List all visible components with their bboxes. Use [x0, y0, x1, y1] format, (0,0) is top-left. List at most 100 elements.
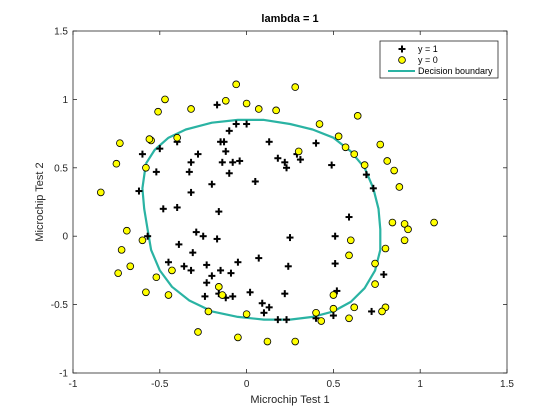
point-y0-39 — [329, 304, 338, 313]
point-y1-71 — [144, 232, 152, 240]
point-y0-56 — [126, 262, 135, 271]
point-y0-22 — [376, 140, 385, 149]
point-y0-16 — [315, 120, 324, 128]
point-y1-3 — [243, 120, 251, 128]
point-y0-40 — [329, 291, 338, 299]
point-y1-12 — [159, 205, 167, 213]
point-y1-35 — [328, 161, 336, 169]
axes-box — [72, 30, 508, 374]
point-y1-66 — [203, 261, 211, 269]
x-tick-label: 0 — [244, 379, 250, 390]
point-y1-62 — [180, 262, 188, 270]
decision-boundary-curve — [141, 118, 382, 321]
point-y1-10 — [194, 150, 202, 158]
point-y1-63 — [164, 258, 172, 266]
y-tick-label: 0.5 — [54, 163, 68, 174]
point-y1-61 — [187, 266, 195, 274]
point-y0-52 — [152, 273, 161, 282]
x-tick-label: 1.5 — [500, 379, 514, 390]
point-y0-17 — [334, 132, 343, 141]
point-y0-47 — [218, 291, 227, 299]
point-y1-0 — [213, 101, 221, 109]
point-y1-30 — [281, 158, 289, 166]
point-y1-54 — [333, 287, 341, 295]
point-y0-27 — [404, 225, 412, 234]
point-y0-4 — [142, 164, 150, 172]
point-y1-43 — [329, 312, 337, 320]
point-y0-11 — [242, 99, 251, 108]
point-y0-14 — [291, 83, 300, 91]
point-y0-7 — [173, 133, 181, 142]
y-axis-label: Microchip Test 2 — [34, 162, 46, 241]
point-y1-14 — [187, 188, 195, 196]
y-tick-label: -1 — [59, 369, 68, 380]
point-y0-45 — [234, 333, 242, 342]
legend-circle — [398, 56, 406, 64]
point-y1-64 — [175, 240, 183, 248]
point-y1-29 — [274, 154, 282, 162]
point-y1-8 — [187, 158, 195, 166]
decision-boundary-layer — [141, 118, 382, 321]
point-y1-59 — [208, 272, 216, 280]
point-y1-49 — [260, 309, 268, 317]
point-y1-53 — [284, 262, 292, 270]
point-y0-46 — [242, 310, 251, 318]
point-y1-34 — [312, 139, 320, 147]
point-y0-8 — [187, 105, 195, 113]
point-y0-2 — [116, 139, 124, 147]
point-y1-50 — [258, 299, 266, 307]
legend-circle-marker — [398, 56, 406, 64]
point-y1-52 — [255, 254, 263, 262]
y-tick-label: 1.5 — [54, 27, 68, 38]
x-axis-label: Microchip Test 1 — [250, 394, 329, 406]
y-tick-label: 1 — [62, 95, 68, 106]
point-y1-57 — [227, 269, 235, 277]
point-y0-20 — [360, 161, 369, 169]
point-y1-16 — [199, 232, 207, 240]
point-y0-42 — [312, 309, 320, 317]
point-y1-41 — [380, 271, 388, 279]
point-y1-39 — [362, 171, 370, 179]
x-tick-label: -1 — [69, 379, 78, 390]
point-y1-26 — [213, 235, 221, 243]
point-y1-38 — [345, 213, 353, 221]
point-y0-5 — [154, 107, 162, 116]
point-y0-37 — [350, 303, 359, 312]
point-y1-60 — [203, 279, 211, 287]
point-y0-24 — [390, 166, 398, 175]
point-y1-47 — [274, 316, 282, 324]
point-y0-50 — [194, 328, 202, 336]
legend: y = 1 y = 0 Decision boundary — [379, 40, 499, 79]
legend-label-boundary: Decision boundary — [418, 66, 493, 76]
point-y1-15 — [192, 228, 200, 236]
point-y0-25 — [395, 183, 404, 191]
point-y1-22 — [229, 158, 237, 166]
point-y0-19 — [350, 150, 359, 158]
point-y0-21 — [353, 112, 362, 120]
point-y0-23 — [383, 157, 392, 165]
point-y0-12 — [254, 105, 263, 113]
point-y1-17 — [208, 180, 216, 188]
point-y1-25 — [215, 208, 223, 216]
legend-plus-marker — [398, 45, 406, 53]
point-y0-43 — [291, 337, 300, 346]
point-y1-6 — [152, 168, 160, 176]
point-y1-19 — [220, 138, 228, 146]
point-y0-29 — [388, 218, 397, 227]
point-y0-32 — [345, 251, 353, 260]
plot-area — [73, 31, 507, 373]
point-y0-10 — [232, 80, 240, 89]
x-tick-label: 1 — [417, 379, 423, 390]
point-y1-45 — [281, 290, 289, 298]
point-y0-58 — [123, 226, 131, 235]
point-y0-34 — [371, 280, 379, 288]
point-y1-23 — [225, 169, 233, 177]
point-y0-55 — [114, 269, 122, 277]
point-y0-1 — [112, 159, 121, 168]
point-y1-46 — [283, 316, 291, 324]
point-y0-44 — [263, 337, 272, 346]
point-y0-13 — [272, 106, 280, 115]
point-y1-33 — [296, 156, 304, 164]
point-y1-51 — [246, 288, 254, 296]
tick-labels: -1 -0.5 0 0.5 1 1.5 -1 -0.5 0 0.5 1 1.5 — [51, 27, 515, 391]
